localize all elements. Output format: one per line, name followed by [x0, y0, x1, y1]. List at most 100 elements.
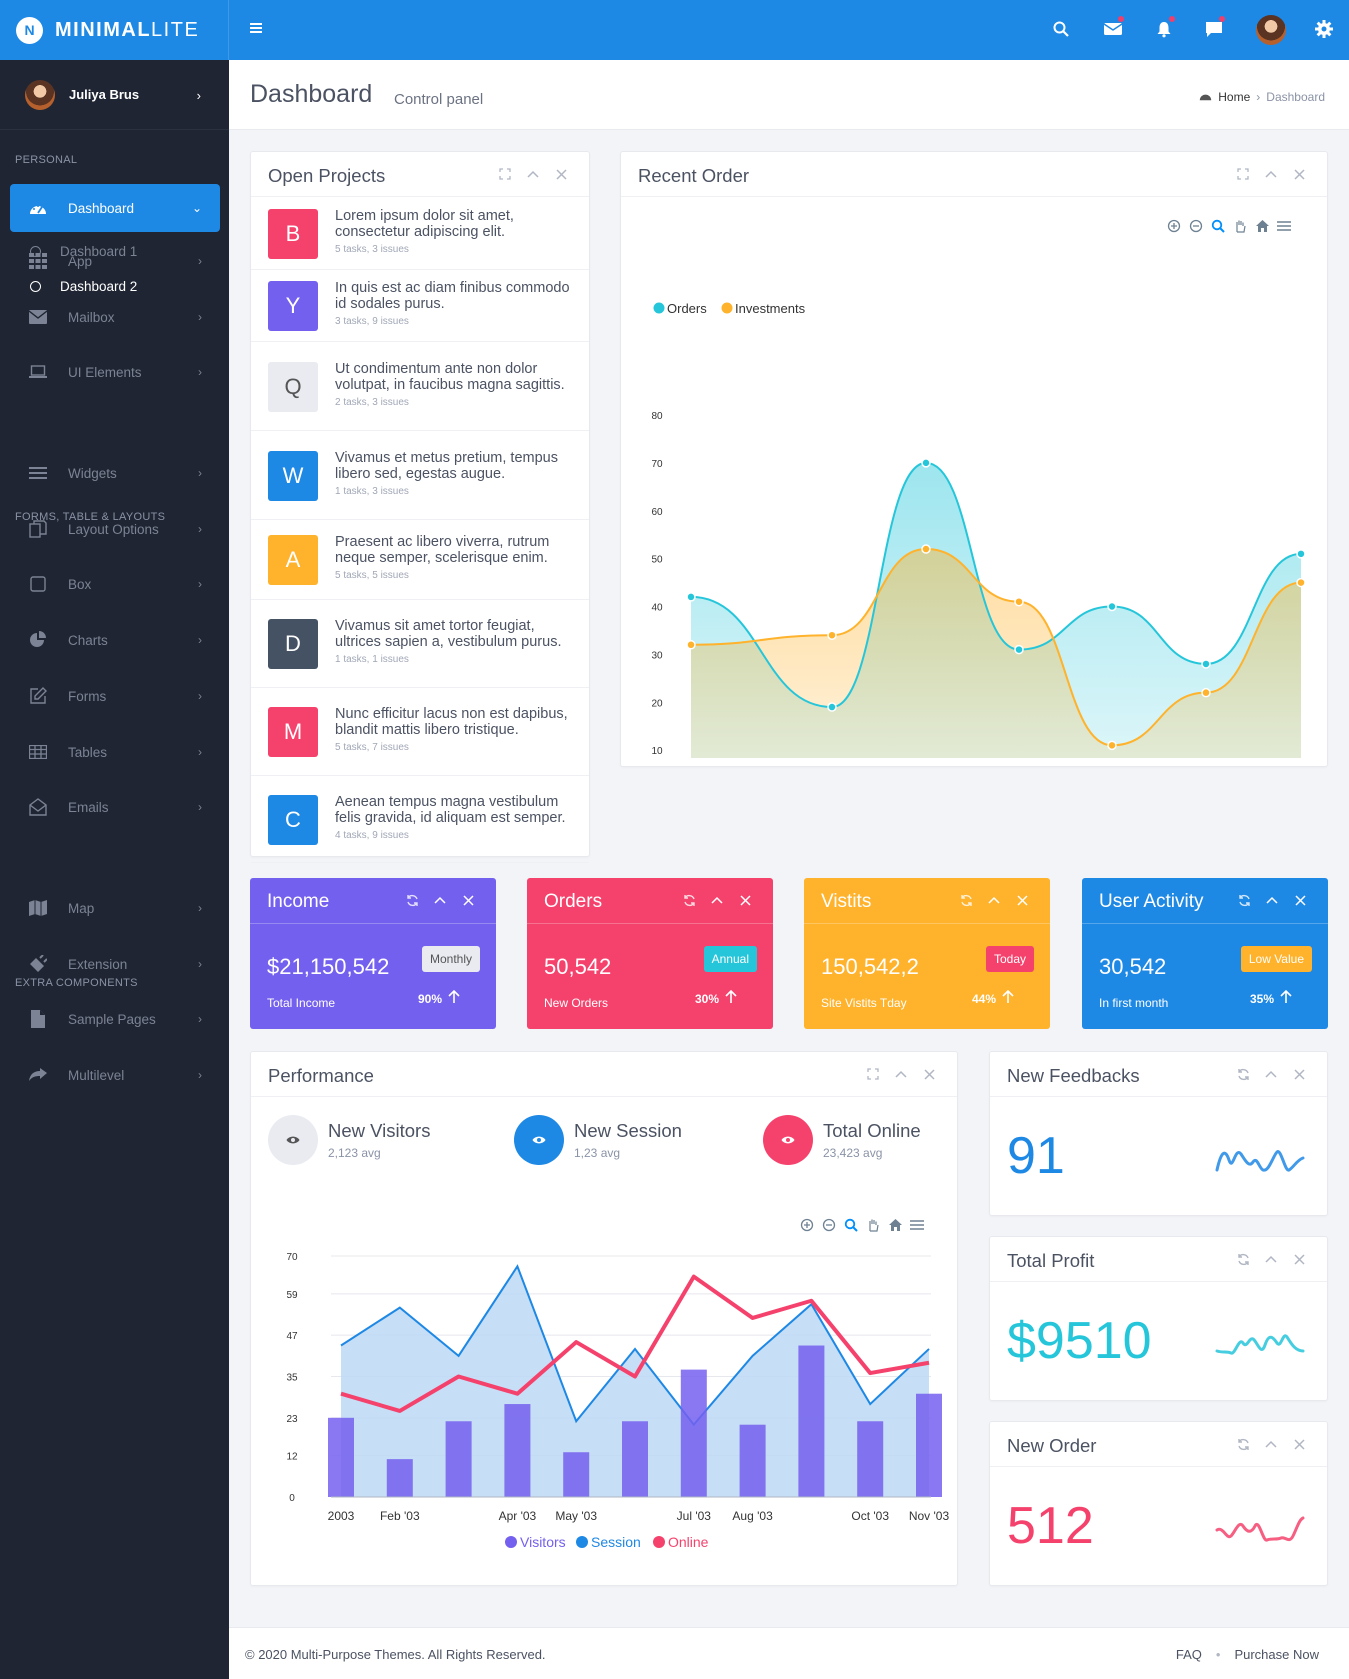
home-icon[interactable]: [884, 1216, 906, 1234]
sidebar-item-ui-elements[interactable]: UI Elements ›: [10, 348, 220, 396]
gear-icon[interactable]: [1311, 16, 1337, 42]
bar-visitors[interactable]: [445, 1421, 472, 1497]
data-point[interactable]: [1107, 740, 1117, 751]
close-icon[interactable]: [1285, 164, 1313, 184]
project-item[interactable]: B Lorem ipsum dolor sit amet, consectetur…: [251, 198, 589, 270]
footer-link-faq[interactable]: FAQ: [1175, 1647, 1202, 1662]
sidebar-item-sample-pages[interactable]: Sample Pages ›: [10, 995, 220, 1043]
close-icon[interactable]: [915, 1064, 943, 1084]
pan-icon[interactable]: [862, 1216, 884, 1234]
chevron-up-icon[interactable]: [703, 890, 731, 910]
sidebar-item-charts[interactable]: Charts ›: [10, 616, 220, 664]
mail-icon[interactable]: [1100, 16, 1126, 42]
bar-visitors[interactable]: [916, 1393, 942, 1497]
sidebar-item-mailbox[interactable]: Mailbox ›: [10, 293, 220, 341]
chevron-up-icon[interactable]: [1257, 1249, 1285, 1269]
breadcrumb-home[interactable]: Home: [1218, 90, 1251, 104]
chevron-up-icon[interactable]: [1257, 1434, 1285, 1454]
project-item[interactable]: W Vivamus et metus pretium, tempus libero…: [251, 431, 589, 520]
refresh-icon[interactable]: [1229, 1064, 1257, 1084]
bar-visitors[interactable]: [386, 1459, 413, 1497]
close-icon[interactable]: [547, 164, 575, 184]
bar-visitors[interactable]: [504, 1404, 531, 1497]
refresh-icon[interactable]: [952, 890, 980, 910]
performance-chart[interactable]: 70 59 47 35 23 12 0 2003 Feb '03 Apr '03 May '03 Ju…: [251, 1222, 957, 1582]
close-icon[interactable]: [1285, 1064, 1313, 1084]
project-item[interactable]: D Vivamus sit amet tortor feugiat, ultric…: [251, 600, 589, 688]
bar-visitors[interactable]: [563, 1452, 590, 1497]
brand[interactable]: N MINIMALLITE: [0, 0, 229, 60]
chevron-up-icon[interactable]: [980, 890, 1008, 910]
refresh-icon[interactable]: [675, 890, 703, 910]
expand-icon[interactable]: [491, 164, 519, 184]
zoom-in-icon[interactable]: [796, 1216, 818, 1234]
chat-icon[interactable]: [1201, 16, 1227, 42]
chevron-up-icon[interactable]: [1257, 1064, 1285, 1084]
data-point[interactable]: [1296, 549, 1306, 559]
data-point[interactable]: [827, 702, 837, 712]
sidebar-sub-dashboard-2[interactable]: Dashboard 2: [30, 271, 137, 301]
bar-visitors[interactable]: [739, 1424, 766, 1497]
sidebar-item-app[interactable]: App ›: [10, 237, 220, 285]
menu-icon[interactable]: [906, 1216, 928, 1234]
user-panel[interactable]: Juliya Brus ›: [0, 60, 229, 130]
pan-icon[interactable]: [1229, 217, 1251, 235]
close-icon[interactable]: [1285, 1249, 1313, 1269]
chevron-up-icon[interactable]: [426, 890, 454, 910]
data-point[interactable]: [1296, 577, 1306, 588]
bar-visitors[interactable]: [857, 1421, 884, 1497]
chevron-up-icon[interactable]: [519, 164, 547, 184]
sidebar-item-dashboard[interactable]: Dashboard ⌄: [10, 184, 220, 232]
sidebar-item-box[interactable]: Box ›: [10, 560, 220, 608]
bar-visitors[interactable]: [798, 1345, 825, 1497]
data-point[interactable]: [921, 544, 931, 554]
chevron-up-icon[interactable]: [1258, 890, 1286, 910]
chevron-up-icon[interactable]: [887, 1064, 915, 1084]
data-point[interactable]: [1201, 659, 1211, 669]
bar-visitors[interactable]: [622, 1421, 648, 1497]
chevron-right-icon[interactable]: ›: [196, 88, 201, 103]
zoom-in-icon[interactable]: [1163, 217, 1185, 235]
zoom-out-icon[interactable]: [818, 1216, 840, 1234]
data-point[interactable]: [686, 640, 696, 650]
sidebar-item-layout-options[interactable]: Layout Options ›: [10, 505, 220, 553]
refresh-icon[interactable]: [398, 890, 426, 910]
close-icon[interactable]: [731, 890, 759, 910]
menu-icon[interactable]: [1273, 217, 1295, 235]
menu-toggle-icon[interactable]: [248, 20, 264, 36]
legend-label[interactable]: Session: [591, 1534, 641, 1550]
data-point[interactable]: [1014, 644, 1024, 655]
project-item[interactable]: A Praesent ac libero viverra, rutrum nequ…: [251, 520, 589, 600]
search-icon[interactable]: [1048, 16, 1074, 42]
close-icon[interactable]: [454, 890, 482, 910]
project-item[interactable]: Y In quis est ac diam finibus commodo id …: [251, 270, 589, 342]
sidebar-item-multilevel[interactable]: Multilevel ›: [10, 1051, 220, 1099]
legend-label[interactable]: Visitors: [520, 1534, 566, 1550]
legend-label[interactable]: Online: [668, 1534, 709, 1550]
close-icon[interactable]: [1285, 1434, 1313, 1454]
sidebar-item-extension[interactable]: Extension ›: [10, 940, 220, 988]
home-icon[interactable]: [1251, 217, 1273, 235]
selection-zoom-icon[interactable]: [840, 1216, 862, 1234]
sidebar-item-forms[interactable]: Forms ›: [10, 672, 220, 720]
sidebar-item-widgets[interactable]: Widgets ›: [10, 449, 220, 497]
chevron-up-icon[interactable]: [1257, 164, 1285, 184]
data-point[interactable]: [1201, 687, 1211, 698]
refresh-icon[interactable]: [1229, 1434, 1257, 1454]
expand-icon[interactable]: [1229, 164, 1257, 184]
project-item[interactable]: C Aenean tempus magna vestibulum felis gr…: [251, 776, 589, 863]
recent-order-chart[interactable]: OrdersInvestments8070605040302010019:002…: [621, 198, 1327, 758]
sidebar-item-emails[interactable]: Emails ›: [10, 783, 220, 831]
bar-visitors[interactable]: [680, 1369, 707, 1497]
refresh-icon[interactable]: [1230, 890, 1258, 910]
selection-zoom-icon[interactable]: [1207, 217, 1229, 235]
close-icon[interactable]: [1008, 890, 1036, 910]
project-item[interactable]: M Nunc efficitur lacus non est dapibus, b…: [251, 688, 589, 776]
bell-icon[interactable]: [1151, 16, 1177, 42]
close-icon[interactable]: [1286, 890, 1314, 910]
project-item[interactable]: Q Ut condimentum ante non dolor volutpat,…: [251, 342, 589, 431]
legend-label[interactable]: Orders: [667, 301, 707, 316]
refresh-icon[interactable]: [1229, 1249, 1257, 1269]
data-point[interactable]: [1014, 596, 1024, 607]
data-point[interactable]: [1107, 601, 1117, 612]
